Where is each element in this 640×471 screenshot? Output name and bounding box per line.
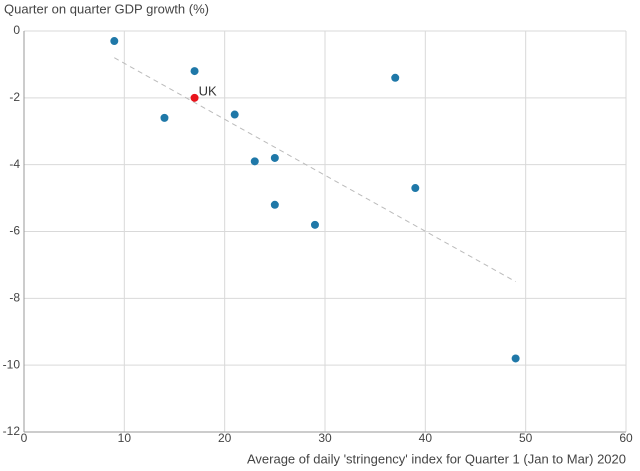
- trend-line: [114, 57, 516, 283]
- y-tick-label: -2: [9, 90, 20, 104]
- x-axis-title: Average of daily 'stringency' index for …: [247, 451, 626, 466]
- y-axis-title: Quarter on quarter GDP growth (%): [4, 1, 209, 16]
- point: [110, 37, 119, 46]
- point: [511, 354, 520, 363]
- point: [310, 220, 319, 229]
- x-tick-label: 40: [419, 431, 433, 445]
- x-tick-label: 50: [519, 431, 533, 445]
- x-tick-label: 0: [21, 431, 28, 445]
- highlight-point: [190, 93, 199, 102]
- point: [230, 110, 239, 119]
- point: [270, 153, 279, 162]
- point: [160, 113, 169, 122]
- y-tick-label: -4: [9, 157, 20, 171]
- y-tick-label: -12: [3, 424, 21, 438]
- y-tick-label: 0: [13, 23, 20, 37]
- point: [411, 184, 420, 193]
- x-tick-label: 30: [318, 431, 332, 445]
- point: [391, 73, 400, 82]
- point: [270, 200, 279, 209]
- highlight-label: UK: [199, 83, 217, 98]
- x-tick-label: 10: [118, 431, 132, 445]
- y-tick-label: -10: [3, 357, 21, 371]
- x-tick-label: 60: [619, 431, 633, 445]
- point: [250, 157, 259, 166]
- x-tick-label: 20: [218, 431, 232, 445]
- point: [190, 67, 199, 76]
- y-tick-label: -6: [9, 224, 20, 238]
- y-tick-label: -8: [9, 291, 20, 305]
